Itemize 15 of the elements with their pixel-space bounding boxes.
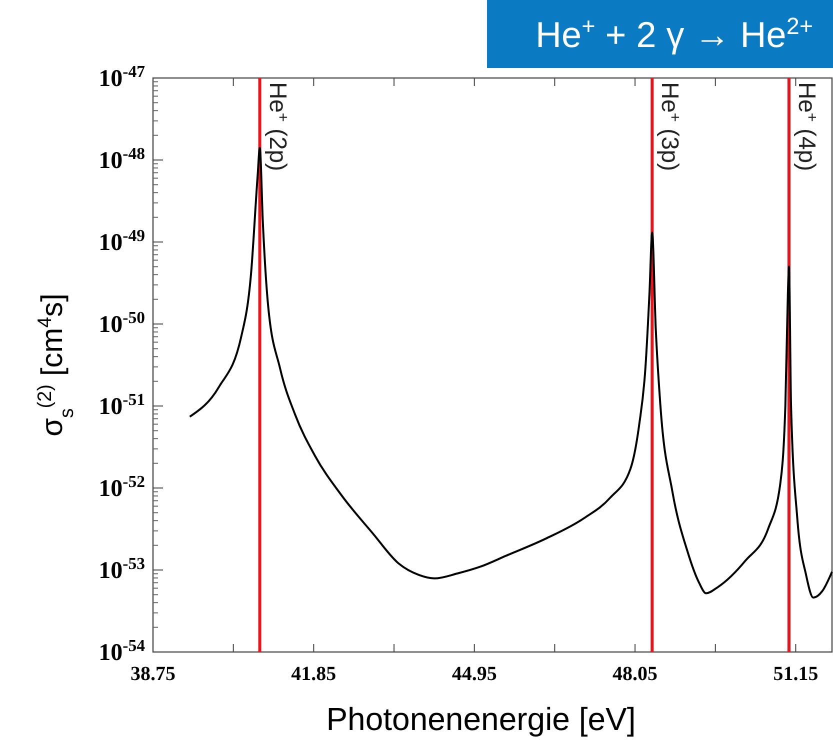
- y-tick-label: 10$^{-53}$: [98, 554, 145, 584]
- y-tick-label: 10$^{-54}$: [98, 636, 146, 666]
- y-tick-label: 10$^{-51}$: [98, 390, 145, 420]
- x-axis-title: Photonenenergie [eV]: [326, 701, 636, 737]
- y-tick-label: 10$^{-52}$: [98, 472, 145, 502]
- y-tick-label: 10$^{-48}$: [98, 144, 145, 174]
- x-tick-label: 48.05: [612, 663, 658, 685]
- x-tick-label: 41.85: [291, 663, 336, 685]
- y-tick-label: 10$^{-49}$: [98, 226, 145, 256]
- chart-title: He$^{+}$ + 2 γ → He$^{2+}$: [536, 13, 813, 55]
- x-tick-label: 51.15: [773, 663, 818, 685]
- x-tick-label: 44.95: [452, 663, 497, 685]
- x-tick-label: 38.75: [130, 663, 176, 685]
- y-tick-label: 10$^{-50}$: [98, 308, 145, 338]
- y-tick-label: 10$^{-47}$: [98, 62, 145, 92]
